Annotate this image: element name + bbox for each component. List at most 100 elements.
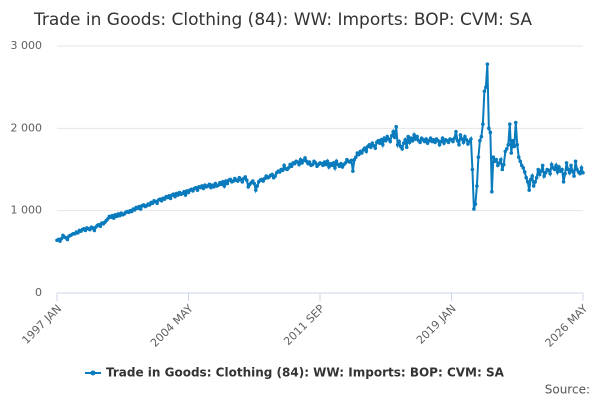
data-point <box>534 175 539 180</box>
data-point <box>552 167 557 172</box>
data-point <box>531 184 536 188</box>
data-point <box>524 175 529 180</box>
data-point <box>343 161 348 165</box>
data-point <box>182 189 186 194</box>
data-point <box>539 169 543 173</box>
data-point <box>436 138 440 143</box>
data-point <box>415 134 419 139</box>
data-point <box>439 139 443 144</box>
data-point <box>310 162 315 167</box>
data-point <box>546 168 551 173</box>
data-point <box>155 201 159 206</box>
data-point <box>400 147 404 151</box>
data-point <box>325 159 330 164</box>
data-point <box>253 188 258 192</box>
data-point <box>470 167 475 172</box>
data-point <box>397 139 401 144</box>
data-point <box>307 160 312 164</box>
legend-item: Trade in Goods: Clothing (84): WW: Impor… <box>85 366 505 380</box>
data-point <box>168 196 173 201</box>
data-point <box>327 165 331 169</box>
data-point <box>516 155 521 159</box>
data-point <box>499 157 503 162</box>
data-point <box>403 138 407 142</box>
data-point <box>557 165 561 169</box>
x-tick-label: 2011 SEP <box>281 302 327 348</box>
data-point <box>521 166 526 170</box>
data-point <box>537 172 542 177</box>
data-point <box>418 140 422 145</box>
data-point <box>507 122 512 127</box>
data-point <box>282 163 286 168</box>
x-tick-label: 2019 JAN <box>414 302 459 347</box>
data-point <box>500 167 505 172</box>
data-point <box>518 159 523 164</box>
y-tick-label: 0 <box>35 286 42 299</box>
data-point <box>472 207 476 211</box>
data-point <box>487 126 491 131</box>
x-tick-label: 2004 MAY <box>148 302 196 350</box>
data-point <box>207 182 212 187</box>
data-point <box>572 174 576 178</box>
data-point <box>313 161 318 165</box>
data-point <box>195 188 200 192</box>
data-point <box>410 138 415 143</box>
data-point <box>391 129 396 134</box>
data-point <box>525 180 530 184</box>
data-point <box>469 137 473 141</box>
data-point <box>395 143 400 147</box>
data-point <box>566 167 570 172</box>
data-point <box>563 171 567 176</box>
data-point <box>555 170 560 174</box>
data-point <box>494 157 499 162</box>
data-point <box>543 170 548 175</box>
data-point <box>481 122 485 127</box>
data-point <box>457 143 461 147</box>
data-point <box>536 167 540 172</box>
data-point <box>452 136 457 141</box>
data-point <box>297 162 301 167</box>
data-point <box>401 141 406 145</box>
data-point <box>540 163 545 168</box>
data-point <box>407 140 412 145</box>
y-tick-label: 1 000 <box>11 204 43 217</box>
data-point <box>515 143 520 147</box>
data-point <box>357 152 361 157</box>
data-point <box>506 143 511 147</box>
y-tick-label: 3 000 <box>11 39 43 52</box>
data-point <box>334 159 339 164</box>
data-point <box>412 133 416 137</box>
data-point <box>65 237 70 242</box>
data-point <box>98 224 103 229</box>
data-point <box>473 202 478 206</box>
data-point <box>394 124 399 129</box>
data-point <box>570 169 575 173</box>
data-point <box>527 188 532 192</box>
data-point <box>564 161 569 165</box>
data-point <box>222 184 227 188</box>
data-point <box>59 236 64 241</box>
data-point <box>463 134 467 139</box>
data-point <box>560 167 564 172</box>
data-point <box>364 149 369 154</box>
data-point <box>513 120 518 125</box>
data-point <box>111 216 116 220</box>
data-point <box>458 133 463 137</box>
data-point <box>464 138 469 142</box>
x-tick-label: 1997 JAN <box>19 302 64 347</box>
data-point <box>579 166 584 170</box>
data-point <box>488 130 493 135</box>
data-point <box>379 138 384 142</box>
data-point <box>212 184 216 189</box>
data-point <box>554 163 558 168</box>
data-point <box>509 151 514 155</box>
data-point <box>569 163 573 168</box>
data-point <box>440 136 445 141</box>
data-point <box>522 170 527 174</box>
data-point <box>542 174 546 178</box>
data-point <box>339 161 343 166</box>
data-point <box>578 171 582 176</box>
data-point <box>377 141 382 145</box>
data-point <box>92 228 97 233</box>
data-point <box>406 134 410 139</box>
